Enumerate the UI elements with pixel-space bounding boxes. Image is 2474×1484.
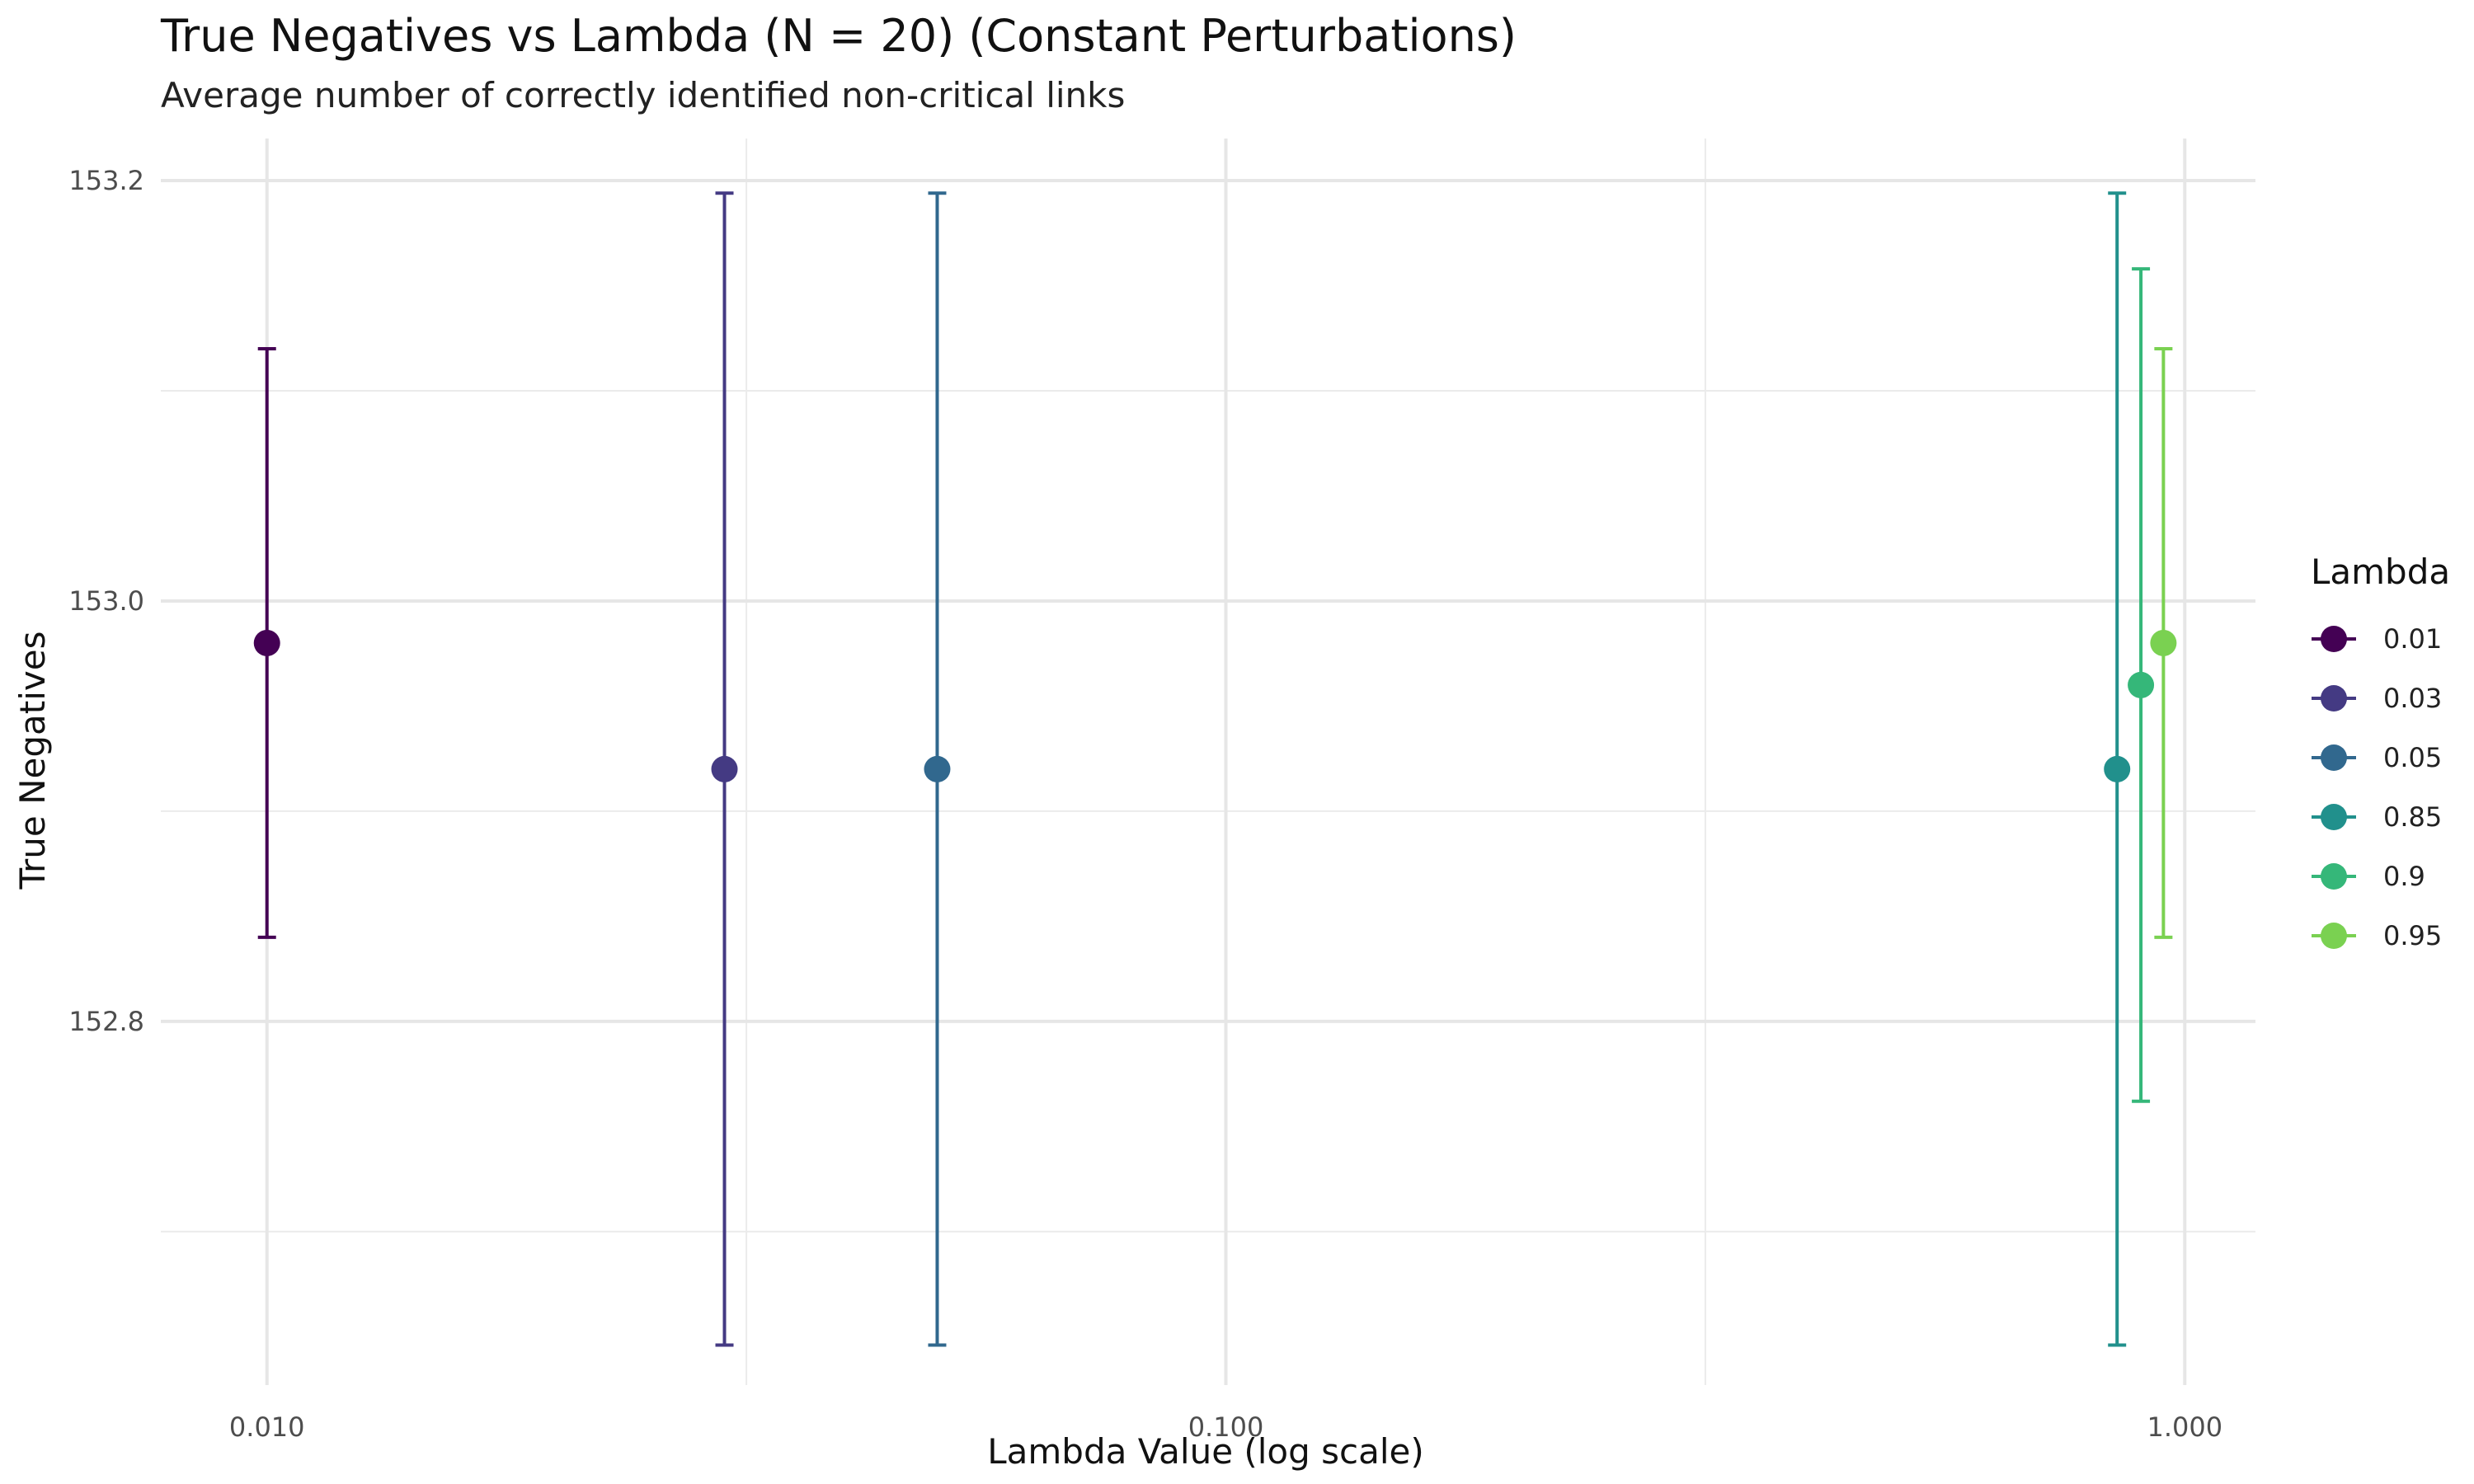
y-axis-label: True Negatives: [12, 632, 53, 890]
data-marks: [253, 191, 2177, 1347]
data-point: [2150, 629, 2177, 656]
legend-key-point: [2321, 744, 2347, 771]
legend-title: Lambda: [2311, 552, 2450, 592]
legend-label: 0.03: [2383, 683, 2442, 714]
x-axis-ticks: 0.010 0.100 1.000: [229, 1411, 2222, 1443]
x-axis-label: Lambda Value (log scale): [987, 1431, 1424, 1472]
legend-label: 0.01: [2383, 623, 2442, 655]
x-tick-label: 1.000: [2147, 1411, 2222, 1443]
series-0.05: [924, 191, 951, 1347]
x-tick-label: 0.010: [229, 1411, 305, 1443]
legend-key-point: [2321, 863, 2347, 890]
legend-key-point: [2321, 626, 2347, 652]
legend-key-point: [2321, 685, 2347, 711]
legend-item: 0.03: [2312, 683, 2442, 714]
legend-key-point: [2321, 923, 2347, 949]
y-tick-label: 153.0: [68, 585, 144, 617]
series-0.9: [2128, 267, 2155, 1103]
series-0.03: [711, 191, 738, 1347]
series-0.85: [2104, 191, 2131, 1347]
legend-label: 0.05: [2383, 742, 2442, 773]
series-0.01: [253, 346, 280, 939]
legend-label: 0.85: [2383, 801, 2442, 833]
data-point: [2104, 755, 2131, 782]
legend-item: 0.05: [2312, 742, 2442, 773]
data-point: [253, 629, 280, 656]
data-point: [2128, 671, 2155, 698]
gridlines: [161, 139, 2255, 1385]
data-point: [924, 755, 951, 782]
chart-subtitle: Average number of correctly identified n…: [161, 75, 1125, 115]
legend-label: 0.9: [2383, 861, 2425, 892]
legend-item: 0.85: [2312, 801, 2442, 833]
chart-title: True Negatives vs Lambda (N = 20) (Const…: [160, 10, 1517, 62]
legend-item: 0.01: [2312, 623, 2442, 655]
legend-label: 0.95: [2383, 920, 2442, 951]
legend-item: 0.9: [2312, 861, 2425, 892]
data-point: [711, 755, 738, 782]
legend: Lambda 0.01 0.03 0.05 0.85 0.9 0.95: [2311, 552, 2450, 951]
y-axis-ticks: 152.8 153.0 153.2: [68, 165, 144, 1037]
legend-item: 0.95: [2312, 920, 2442, 951]
y-tick-label: 152.8: [68, 1006, 144, 1037]
y-tick-label: 153.2: [68, 165, 144, 196]
x-tick-label: 0.100: [1188, 1411, 1264, 1443]
series-0.95: [2150, 346, 2177, 939]
legend-key-point: [2321, 804, 2347, 830]
